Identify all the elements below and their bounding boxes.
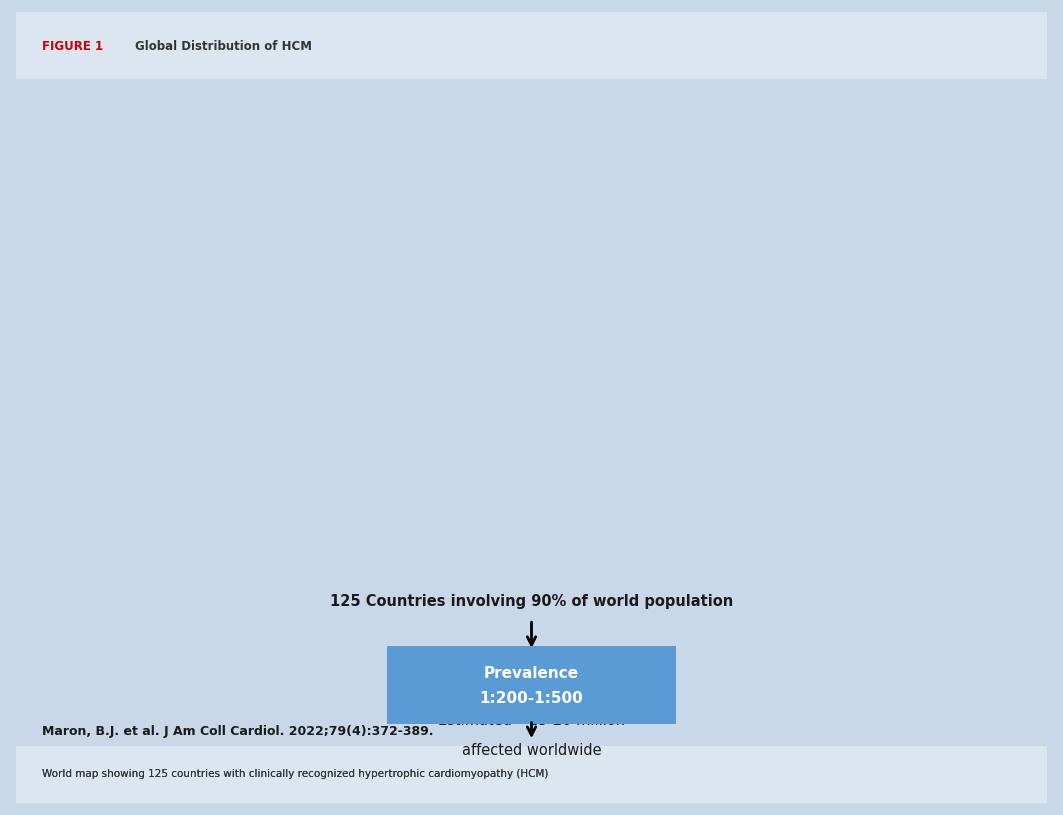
Text: World map showing 125 countries with clinically recognized hypertrophic cardiomy: World map showing 125 countries with cli… [41, 769, 552, 779]
Text: Prevalence: Prevalence [484, 667, 579, 681]
Text: Estimated ~15-20 million: Estimated ~15-20 million [438, 712, 625, 728]
FancyBboxPatch shape [16, 746, 1047, 803]
Text: Global Distribution of HCM: Global Distribution of HCM [135, 40, 311, 53]
FancyBboxPatch shape [387, 646, 676, 724]
Text: affected worldwide: affected worldwide [461, 743, 602, 759]
Text: 125 Countries involving 90% of world population: 125 Countries involving 90% of world pop… [330, 593, 733, 609]
Text: 1:200-1:500: 1:200-1:500 [479, 691, 584, 706]
Text: World map showing 125 countries with clinically recognized hypertrophic cardiomy: World map showing 125 countries with cli… [41, 769, 552, 779]
Text: Maron, B.J. et al. J Am Coll Cardiol. 2022;79(4):372-389.: Maron, B.J. et al. J Am Coll Cardiol. 20… [41, 725, 434, 738]
FancyBboxPatch shape [16, 12, 1047, 79]
Text: FIGURE 1: FIGURE 1 [41, 40, 103, 53]
